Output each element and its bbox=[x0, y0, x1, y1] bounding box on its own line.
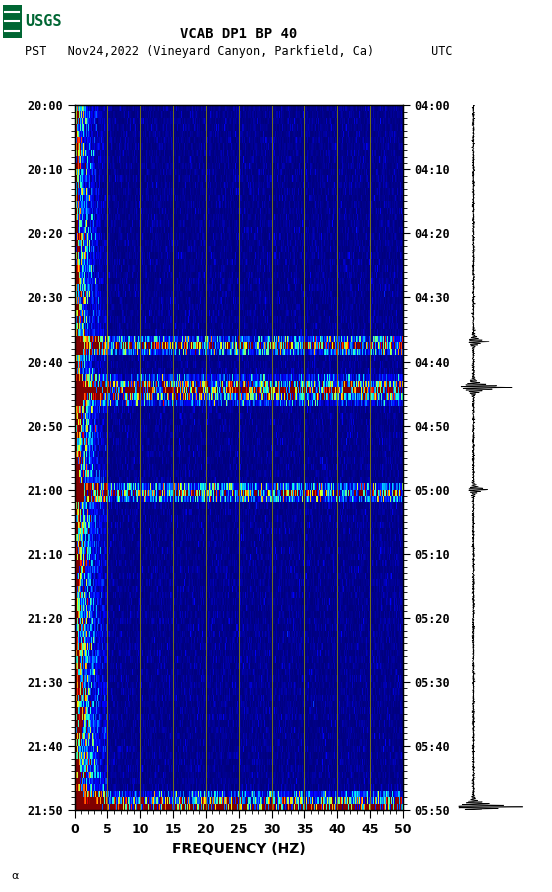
X-axis label: FREQUENCY (HZ): FREQUENCY (HZ) bbox=[172, 842, 306, 855]
Text: PST   Nov24,2022 (Vineyard Canyon, Parkfield, Ca)        UTC: PST Nov24,2022 (Vineyard Canyon, Parkfie… bbox=[25, 45, 453, 58]
Text: VCAB DP1 BP 40: VCAB DP1 BP 40 bbox=[180, 27, 298, 41]
Text: USGS: USGS bbox=[25, 14, 62, 29]
Bar bbox=[3, 4, 22, 38]
Text: α: α bbox=[11, 871, 18, 881]
